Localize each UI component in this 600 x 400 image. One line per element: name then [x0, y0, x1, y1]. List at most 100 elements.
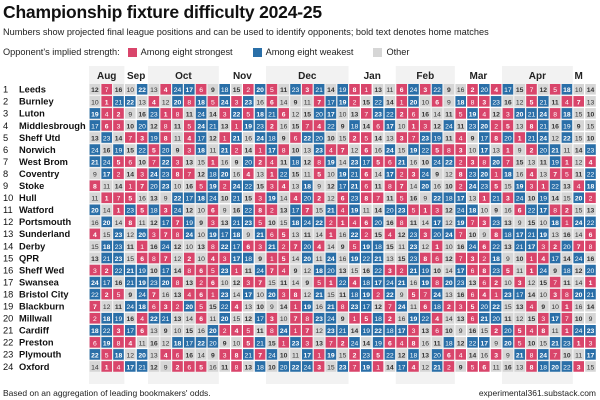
fixture-cell	[479, 132, 490, 143]
team-name: Millwall	[19, 314, 52, 324]
fixture-value: 16	[504, 208, 512, 215]
fixture-cell	[490, 180, 502, 191]
fixture-value: 16	[91, 220, 99, 227]
fixture-cell	[290, 228, 301, 240]
fixture-cell	[325, 264, 337, 276]
fixture-cell	[361, 156, 372, 167]
fixture-value: 2	[246, 87, 250, 94]
fixture-value: 2	[553, 244, 557, 251]
fixture-cell	[502, 108, 514, 119]
fixture-value: 19	[339, 172, 347, 179]
fixture-cell	[290, 180, 301, 191]
fixture-cell	[231, 84, 242, 95]
fixture-value: 16	[587, 256, 595, 263]
fixture-value: 13	[516, 364, 524, 371]
fixture-cell	[290, 288, 301, 300]
fixture-cell	[231, 132, 242, 143]
fixture-cell	[89, 144, 101, 155]
fixture-cell	[278, 264, 289, 276]
fixture-value: 16	[551, 123, 559, 130]
fixture-cell	[443, 300, 455, 312]
fixture-cell	[278, 216, 289, 228]
fixture-value: 16	[457, 244, 465, 251]
fixture-cell	[361, 168, 372, 179]
fixture-cell	[384, 144, 396, 155]
fixture-value: 14	[386, 364, 394, 371]
fixture-cell	[231, 337, 242, 348]
fixture-cell	[195, 312, 207, 324]
fixture-value: 24	[280, 328, 288, 335]
fixture-cell	[172, 361, 183, 372]
fixture-cell	[278, 325, 289, 336]
fixture-value: 11	[575, 352, 582, 359]
fixture-cell	[125, 156, 136, 167]
team-name: Norwich	[19, 145, 56, 155]
fixture-cell	[490, 240, 502, 252]
fixture-value: 23	[587, 328, 595, 335]
fixture-value: 18	[174, 340, 182, 347]
fixture-value: 8	[176, 111, 180, 118]
fixture-value: 4	[187, 292, 191, 299]
fixture-cell	[349, 84, 360, 95]
fixture-value: 21	[551, 340, 559, 347]
fixture-value: 10	[587, 111, 595, 118]
fixture-cell	[443, 204, 455, 216]
fixture-value: 19	[422, 280, 430, 287]
fixture-value: 9	[423, 196, 427, 203]
fixture-cell	[467, 240, 478, 252]
team-name: Coventry	[19, 169, 60, 179]
fixture-value: 11	[103, 184, 110, 191]
fixture-cell	[254, 156, 266, 167]
fixture-value: 11	[363, 208, 370, 215]
fixture-value: 1	[518, 135, 522, 142]
team-name: Stoke	[19, 181, 44, 191]
fixture-value: 9	[164, 364, 168, 371]
fixture-value: 14	[91, 364, 99, 371]
fixture-cell	[514, 288, 525, 300]
fixture-cell	[136, 180, 148, 191]
fixture-cell	[443, 108, 455, 119]
fixture-value: 7	[530, 87, 534, 94]
fixture-value: 12	[304, 292, 312, 299]
fixture-value: 6	[435, 99, 439, 106]
fixture-cell	[490, 204, 502, 216]
fixture-value: 24	[233, 184, 241, 191]
fixture-cell	[243, 144, 254, 155]
fixture-value: 18	[115, 352, 123, 359]
fixture-value: 20	[551, 364, 559, 371]
fixture-cell	[184, 252, 195, 264]
fixture-cell	[136, 361, 148, 372]
fixture-value: 4	[400, 340, 404, 347]
chart-title: Championship fixture difficulty 2024-25	[3, 2, 322, 22]
fixture-value: 22	[433, 87, 441, 94]
fixture-value: 17	[233, 256, 241, 263]
fixture-value: 24	[386, 147, 394, 154]
team-name: Derby	[19, 241, 46, 251]
fixture-value: 3	[459, 304, 463, 311]
fixture-cell	[219, 228, 230, 240]
fixture-value: 17	[162, 268, 170, 275]
fixture-cell	[361, 96, 372, 107]
fixture-cell	[420, 192, 431, 204]
fixture-value: 14	[587, 87, 595, 94]
fixture-value: 2	[176, 304, 180, 311]
fixture-value: 16	[504, 99, 512, 106]
fixture-cell	[313, 132, 325, 143]
fixture-value: 9	[341, 123, 345, 130]
fixture-value: 1	[317, 352, 321, 359]
fixture-value: 11	[445, 111, 452, 118]
fixture-cell	[325, 337, 337, 348]
fixture-value: 3	[317, 364, 321, 371]
fixture-cell	[195, 84, 207, 95]
fixture-cell	[219, 325, 230, 336]
fixture-cell	[136, 276, 148, 288]
fixture-value: 2	[589, 196, 593, 203]
fixture-cell	[266, 325, 278, 336]
fixture-cell	[361, 120, 372, 131]
fixture-value: 10	[233, 340, 241, 347]
month-label: Oct	[175, 71, 192, 82]
fixture-cell	[573, 216, 584, 228]
fixture-cell	[184, 204, 195, 216]
fixture-value: 2	[258, 160, 262, 167]
fixture-value: 3	[506, 196, 510, 203]
